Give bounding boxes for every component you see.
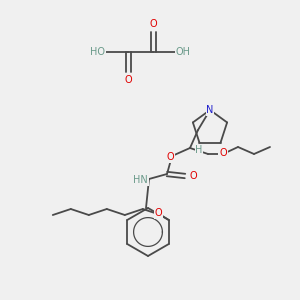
Text: O: O	[155, 208, 163, 218]
Text: HO: HO	[90, 47, 105, 57]
Text: O: O	[124, 75, 132, 85]
Text: O: O	[219, 148, 227, 158]
Text: O: O	[166, 152, 174, 162]
Text: OH: OH	[176, 47, 191, 57]
Text: HN: HN	[133, 175, 148, 185]
Text: H: H	[195, 145, 203, 155]
Text: N: N	[206, 105, 214, 115]
Text: O: O	[189, 171, 197, 181]
Text: O: O	[149, 19, 157, 29]
